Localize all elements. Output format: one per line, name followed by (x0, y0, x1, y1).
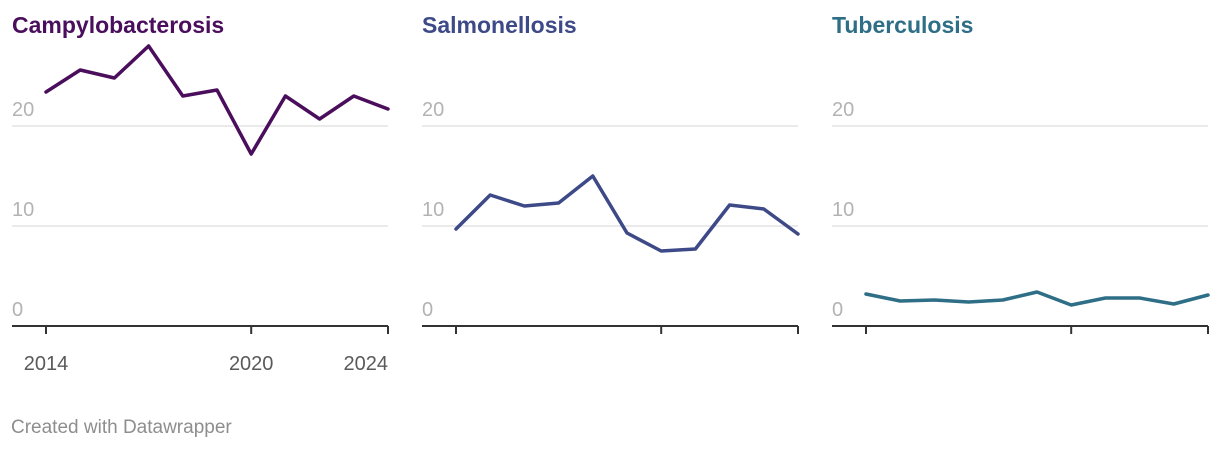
data-point (1069, 303, 1073, 307)
data-point (522, 204, 526, 208)
data-point (215, 88, 219, 92)
data-point (591, 174, 595, 178)
panel-title: Tuberculosis (832, 12, 973, 38)
data-point (659, 249, 663, 253)
chart-panel-3: Tuberculosis 0 10 20 (832, 12, 1210, 334)
data-point (625, 231, 629, 235)
x-tick-label: 2020 (229, 353, 274, 375)
data-point (1001, 298, 1005, 302)
y-tick-label: 20 (12, 99, 34, 121)
data-point (488, 193, 492, 197)
data-point (181, 94, 185, 98)
x-tick-label: 2014 (24, 353, 69, 375)
data-point (112, 76, 116, 80)
data-point (693, 247, 697, 251)
data-point (78, 68, 82, 72)
data-point (864, 292, 868, 296)
data-point (932, 298, 936, 302)
data-point (1206, 293, 1210, 297)
data-point (318, 117, 322, 121)
data-point (1103, 296, 1107, 300)
data-point (728, 203, 732, 207)
data-point (762, 207, 766, 211)
y-tick-label: 20 (832, 99, 854, 121)
y-tick-label: 0 (422, 299, 433, 321)
data-point (44, 90, 48, 94)
panel-title: Campylobacterosis (12, 12, 224, 38)
chart-panel-2: Salmonellosis 0 10 20 (422, 12, 800, 334)
y-tick-label: 10 (422, 199, 444, 221)
data-point (386, 107, 390, 111)
chart-panel-1: Campylobacterosis 0 10 20 2014 2020 2024 (12, 12, 390, 375)
data-point (1138, 296, 1142, 300)
data-point (898, 299, 902, 303)
series-line (864, 290, 1210, 307)
x-tick-label: 2024 (344, 353, 389, 375)
data-point (796, 232, 800, 236)
datawrapper-credit[interactable]: Created with Datawrapper (11, 417, 232, 438)
series-line (454, 174, 800, 253)
panel-title: Salmonellosis (422, 12, 577, 38)
y-tick-label: 20 (422, 99, 444, 121)
data-point (249, 152, 253, 156)
data-point (557, 201, 561, 205)
data-point (352, 94, 356, 98)
series-line (44, 44, 390, 156)
y-tick-label: 10 (12, 199, 34, 221)
data-point (967, 300, 971, 304)
data-point (454, 227, 458, 231)
y-tick-label: 10 (832, 199, 854, 221)
data-point (147, 44, 151, 48)
y-tick-label: 0 (832, 299, 843, 321)
y-tick-label: 0 (12, 299, 23, 321)
data-point (1035, 290, 1039, 294)
data-point (283, 94, 287, 98)
data-point (1172, 302, 1176, 306)
